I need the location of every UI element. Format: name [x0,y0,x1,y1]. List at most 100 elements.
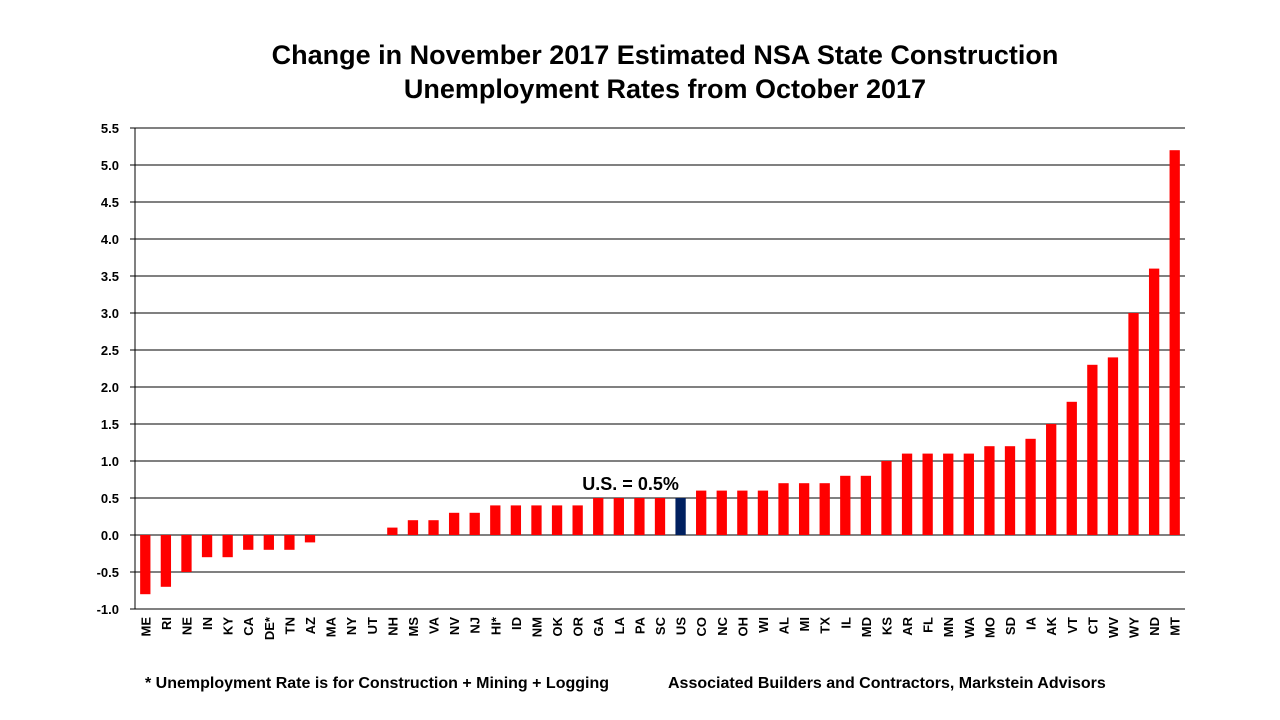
x-tick-label: HI* [488,616,503,635]
y-tick-label: 1.0 [101,454,119,469]
bar-ga [593,498,604,535]
x-tick-label: AL [777,617,792,634]
bar-tn [284,535,295,550]
x-tick-label: VA [427,616,442,634]
y-tick-label: 4.0 [101,232,119,247]
x-tick-label: OK [550,616,565,636]
bar-in [201,535,213,558]
x-tick-label: IL [838,617,853,629]
bar-nv [448,512,460,535]
x-tick-label: OR [571,616,586,636]
chart-title: Change in November 2017 Estimated NSA St… [0,38,1280,106]
bar-md [860,475,872,535]
x-tick-label: VT [1065,617,1080,634]
source-credit: Associated Builders and Contractors, Mar… [668,675,1106,692]
y-tick-label: -1.0 [97,602,119,617]
x-tick-label: LA [612,616,627,634]
x-tick-label: PA [632,616,647,634]
x-tick-label: NJ [468,617,483,634]
bar-ms [407,520,419,535]
x-tick-label: NM [529,617,544,637]
x-tick-label: CT [1085,617,1100,634]
y-tick-labels: 5.5 5.0 4.5 4.0 3.5 3.0 2.5 2.0 1.5 1.0 0.5 0.0 -0.5… [97,121,119,617]
x-tick-label: MI [797,617,812,631]
bar-ak [1046,424,1057,535]
footnote: * Unemployment Rate is for Construction … [145,675,610,692]
x-tick-label: IN [200,617,215,630]
x-tick-label: TX [818,617,833,634]
bar-ne [181,535,192,572]
x-tick-label: AK [1044,616,1059,635]
x-tick-label: WA [962,616,977,638]
bar-mn [943,453,954,535]
y-tick-label: 5.5 [101,121,119,136]
bar-hi [490,505,501,535]
y-tick-label: 4.5 [101,195,119,210]
y-tick-label: 0.5 [101,491,119,506]
bar-ks [881,461,892,535]
bar-ky [222,535,233,558]
bar-ct [1087,364,1098,535]
bar-id [510,505,522,535]
x-tick-label: IA [1024,616,1039,630]
bar-vt [1066,401,1077,535]
bar-fl [922,453,933,535]
bar-or [572,505,583,535]
bar-tx [819,483,830,535]
x-tick-label: ME [138,617,153,637]
x-tick-label: SD [1003,617,1018,635]
bar-il [840,475,851,535]
y-tick-label: 1.5 [101,417,119,432]
bar-oh [737,490,748,535]
bar-ri [160,535,172,587]
x-tick-label: KS [879,617,894,635]
bar-mt [1169,150,1180,535]
bar-ok [551,505,563,535]
x-tick-label: NH [385,617,400,636]
us-annotation: U.S. = 0.5% [582,474,679,494]
bar-ca [243,535,254,550]
x-tick-label: ND [1147,617,1162,636]
x-tick-label: WY [1127,617,1142,638]
x-tick-label: MN [941,617,956,637]
y-tick-label: 2.0 [101,380,119,395]
x-tick-label: UT [365,617,380,634]
x-tick-labels: ME RI NE IN KY CA DE* TN AZ MA NY UT NH MS VA NV NJ HI* ID… [138,616,1182,640]
bar-co [696,490,707,535]
x-tick-label: DE* [262,616,277,640]
x-tick-label: CA [241,616,256,635]
bar-nh [387,527,398,535]
x-tick-label: NY [344,617,359,635]
chart-title-line-1: Change in November 2017 Estimated NSA St… [271,40,1059,70]
bar-me [140,535,151,595]
bar-wa [963,453,974,535]
bar-ia [1025,438,1036,535]
bar-nj [469,512,480,535]
bar-ar [901,453,913,535]
x-tick-label: WI [756,617,771,633]
x-tick-label: NV [447,617,462,635]
bar-mo [984,446,995,535]
x-tick-label: AZ [303,617,318,634]
bar-va [428,520,439,535]
chart-title-line-2: Unemployment Rates from October 2017 [403,74,927,104]
x-tick-label: US [674,617,689,635]
y-tick-label: 3.5 [101,269,119,284]
x-tick-label: TN [282,617,297,634]
bar-nd [1148,268,1160,535]
bar-al [778,483,789,535]
bar-us [675,498,686,535]
bar-nm [531,505,542,535]
bar-az [304,535,316,543]
bar-nc [716,490,727,535]
x-tick-label: RI [159,617,174,630]
x-tick-label: MA [324,616,339,637]
bar-de [263,535,274,550]
x-tick-label: SC [653,616,668,635]
bar-wv [1107,357,1119,535]
bar-wy [1128,313,1139,535]
x-tick-label: FL [921,617,936,633]
x-tick-label: ID [509,617,524,630]
x-tick-label: NC [715,616,730,635]
x-tick-label: WV [1106,617,1121,638]
